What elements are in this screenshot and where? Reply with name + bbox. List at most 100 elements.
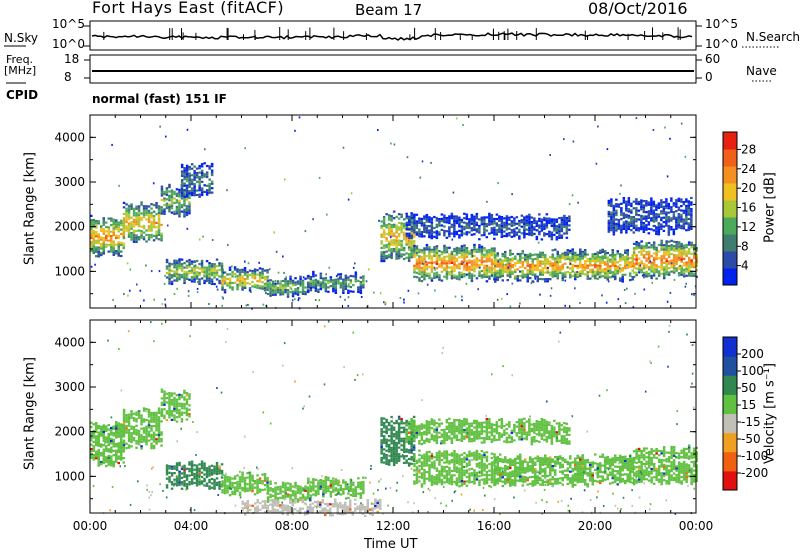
heatmap-speckle <box>245 304 248 307</box>
heatmap-cell <box>675 260 678 263</box>
heatmap-cell <box>112 240 115 243</box>
heatmap-cell <box>190 482 194 485</box>
heatmap-cell <box>655 230 658 233</box>
heatmap-cell <box>410 214 413 217</box>
heatmap-cell <box>102 250 105 253</box>
heatmap-cell <box>627 221 631 224</box>
heatmap-cell <box>680 198 683 201</box>
heatmap-cell <box>127 211 131 214</box>
heatmap-cell <box>135 234 138 237</box>
heatmap-cell <box>312 279 315 282</box>
heatmap-cell <box>483 264 486 267</box>
heatmap-cell <box>503 217 506 220</box>
heatmap-cell <box>130 438 133 441</box>
heatmap-cell <box>382 220 386 223</box>
heatmap-cell <box>256 269 259 272</box>
heatmap-cell <box>463 246 466 249</box>
heatmap-cell <box>147 415 151 418</box>
heatmap-speckle <box>568 203 571 206</box>
heatmap-cell <box>660 259 663 262</box>
heatmap-cell <box>125 220 128 224</box>
heatmap-cell <box>90 448 93 451</box>
heatmap-cell <box>258 477 262 480</box>
heatmap-cell <box>458 216 461 219</box>
heatmap-cell <box>183 398 186 401</box>
heatmap-cell <box>342 285 345 288</box>
heatmap-cell <box>685 261 688 264</box>
heatmap-speckle <box>277 271 280 274</box>
heatmap-speckle <box>684 285 687 288</box>
heatmap-cell <box>667 218 671 221</box>
heatmap-cell <box>435 247 439 250</box>
heatmap-speckle <box>312 218 314 221</box>
heatmap-cell <box>455 219 459 222</box>
heatmap-speckle <box>325 273 327 276</box>
heatmap-cell <box>188 194 191 197</box>
heatmap-cell <box>629 257 632 260</box>
heatmap-cell <box>687 272 691 275</box>
heatmap-cell <box>274 291 277 294</box>
heatmap-cell <box>193 265 196 268</box>
heatmap-cell <box>97 222 100 225</box>
heatmap-cell <box>680 273 683 276</box>
heatmap-cell <box>635 260 638 263</box>
heatmap-cell <box>610 218 613 221</box>
heatmap-cell <box>205 164 209 168</box>
heatmap-cell <box>97 453 100 456</box>
heatmap-cell <box>92 445 95 448</box>
heatmap-speckle <box>389 236 392 239</box>
heatmap-speckle <box>354 262 356 265</box>
heatmap-cell <box>555 218 559 221</box>
heatmap-cell <box>504 266 507 269</box>
heatmap-cell <box>135 433 138 436</box>
heatmap-cell <box>440 217 444 220</box>
heatmap-cell <box>682 200 686 204</box>
heatmap-cell <box>102 448 105 451</box>
heatmap-cell <box>574 260 577 263</box>
heatmap-cell <box>142 435 146 439</box>
heatmap-cell <box>516 253 519 256</box>
heatmap-cell <box>228 282 232 285</box>
heatmap-speckle <box>433 266 436 269</box>
heatmap-cell <box>307 283 310 286</box>
heatmap-cell <box>145 430 148 433</box>
heatmap-cell <box>299 277 302 281</box>
heatmap-cell <box>195 464 199 467</box>
heatmap-cell <box>183 270 186 274</box>
heatmap-cell <box>680 247 683 250</box>
heatmap-cell <box>690 261 693 264</box>
heatmap-cell <box>645 270 648 273</box>
heatmap-cell <box>428 216 431 219</box>
heatmap-cell <box>475 212 479 216</box>
heatmap-cell <box>450 214 454 218</box>
heatmap-cell <box>400 242 403 245</box>
heatmap-cell <box>445 236 449 239</box>
heatmap-cell <box>611 273 614 276</box>
y-tick-label: 2000 <box>54 220 85 234</box>
heatmap-cell <box>165 410 169 413</box>
heatmap-cell <box>692 263 696 266</box>
heatmap-cell <box>170 481 174 484</box>
heatmap-cell <box>226 489 229 492</box>
heatmap-cell <box>665 207 668 210</box>
heatmap-cell <box>499 276 502 279</box>
heatmap-cell <box>120 440 123 444</box>
heatmap-cell <box>526 260 529 263</box>
heatmap-cell <box>160 192 164 195</box>
heatmap-cell <box>425 216 429 219</box>
heatmap-cell <box>110 440 113 443</box>
heatmap-cell <box>423 235 426 238</box>
heatmap-cell <box>142 235 146 239</box>
heatmap-cell <box>165 397 169 400</box>
heatmap-cell <box>579 259 582 262</box>
heatmap-cell <box>423 228 426 231</box>
heatmap-cell <box>415 254 419 257</box>
heatmap-cell <box>241 279 244 282</box>
heatmap-cell <box>405 422 408 425</box>
heatmap-cell <box>516 261 519 264</box>
heatmap-cell <box>428 266 431 269</box>
heatmap-cell <box>117 455 120 458</box>
heatmap-cell <box>152 436 156 439</box>
heatmap-cell <box>392 457 396 460</box>
heatmap-speckle <box>164 303 167 306</box>
